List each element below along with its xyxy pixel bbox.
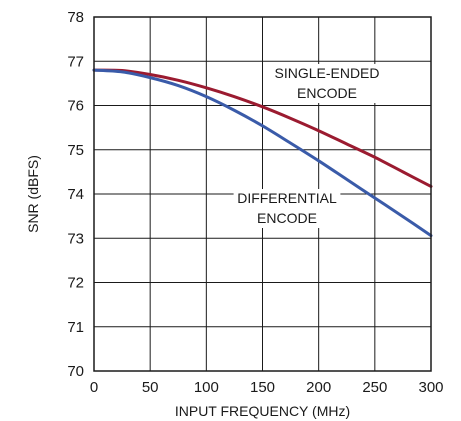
x-tick-label: 50 [142,379,159,396]
x-tick-label: 150 [250,379,275,396]
annotation-background [233,189,341,228]
y-tick-label: 71 [67,319,84,336]
y-tick-label: 70 [67,363,84,380]
y-axis-title: SNR (dBFS) [25,155,41,233]
plot-frame [93,16,432,372]
y-tick-label: 78 [67,9,84,26]
y-tick-label: 77 [67,53,84,70]
y-tick-label: 74 [67,186,84,203]
single-ended-encode-line [92,68,433,188]
x-tick-label: 200 [306,379,331,396]
series-annotations: SINGLE-ENDED ENCODE DIFFERENTIAL ENCODE [233,64,381,228]
x-axis-title: INPUT FREQUENCY (MHz) [175,403,350,419]
x-tick-label: 100 [194,379,219,396]
single-ended-encode-label: SINGLE-ENDED [274,65,379,81]
single-ended-encode-label: ENCODE [297,85,357,101]
differential-encode-label: DIFFERENTIAL [237,190,337,206]
series-lines [92,68,433,238]
y-tick-label: 72 [67,275,84,292]
y-tick-label: 73 [67,230,84,247]
y-tick-label: 75 [67,142,84,159]
x-tick-label: 0 [90,379,98,396]
differential-encode-label: ENCODE [257,210,317,226]
y-tick-label: 76 [67,98,84,115]
x-tick-label: 250 [362,379,387,396]
x-tick-label: 300 [418,379,443,396]
differential-encode-line [92,68,433,238]
annotation-background [273,64,381,103]
tick-labels: 0 50 100 150 200 250 300 70 71 72 73 74 75 76 77 78 [67,9,443,396]
